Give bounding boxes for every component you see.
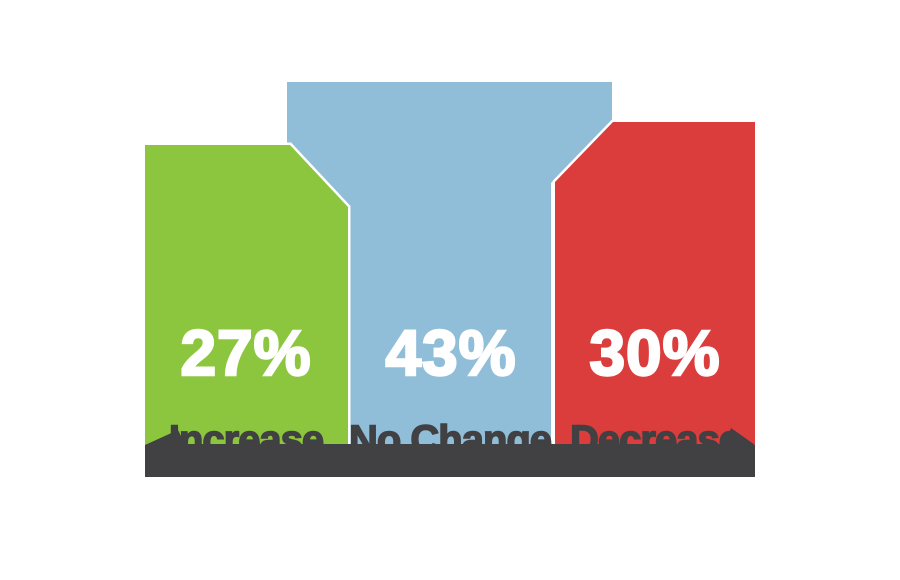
no-change-funnel-shape — [287, 82, 612, 447]
decrease-bar-shape — [552, 119, 758, 450]
no-change-value-label: 43% — [384, 317, 517, 389]
increase-bar-shape — [142, 142, 351, 450]
base-band-shape — [145, 428, 755, 477]
increase-value-label: 27% — [179, 317, 312, 389]
decrease-value-label: 30% — [588, 317, 721, 389]
